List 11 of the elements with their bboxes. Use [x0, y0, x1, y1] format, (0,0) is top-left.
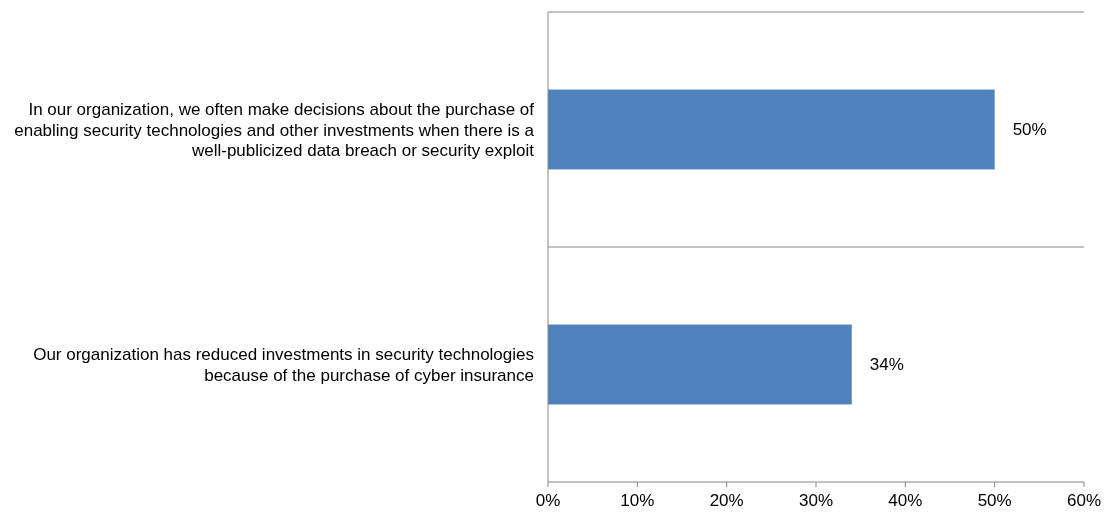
data-label: 34% — [869, 355, 904, 374]
x-tick-label: 40% — [888, 491, 923, 510]
x-tick-label: 20% — [709, 491, 744, 510]
y-tick-label: Our organization has reduced investments in security technologies because of the purchase of cyber insurance — [33, 344, 534, 385]
x-tick-label: 10% — [620, 491, 655, 510]
x-tick-label: 50% — [977, 491, 1012, 510]
data-label: 50% — [1012, 120, 1047, 139]
x-tick-label: 30% — [798, 491, 834, 510]
x-tick-label: 60% — [1066, 491, 1102, 510]
y-tick-label: In our organization, we often make decisions about the purchase of enabling security technologies and other investments when there is a well-publicized data breach or security exploit — [14, 99, 535, 160]
x-tick-label: 0% — [535, 491, 561, 510]
